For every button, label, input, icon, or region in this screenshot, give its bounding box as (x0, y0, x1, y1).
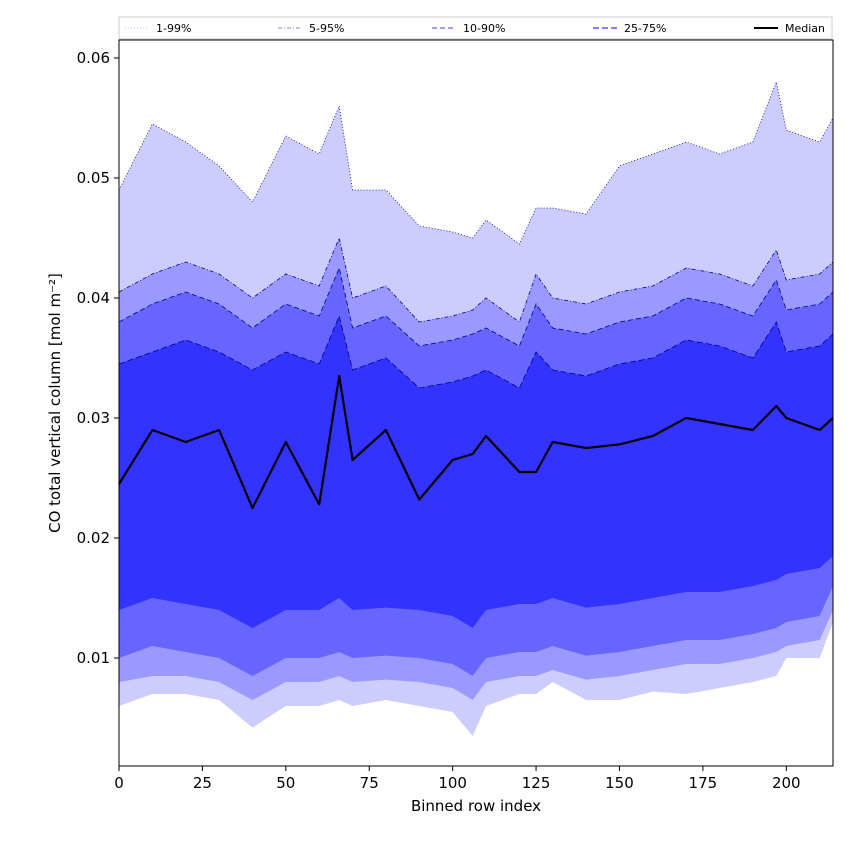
plot-frame (118, 39, 834, 767)
legend-label-25-75: 25-75% (624, 22, 666, 35)
bands-layer (119, 82, 833, 736)
legend-box (118, 16, 833, 40)
legend-label-Median: Median (785, 22, 825, 35)
x-tick-label: 0 (114, 774, 124, 792)
band-5-95-upper-line (118, 236, 834, 323)
y-axis-ticks: 0.01 0.02 0.03 0.04 0.05 0.06 (77, 49, 119, 667)
band-25-75-area (119, 316, 833, 628)
x-tick-label: 25 (193, 774, 212, 792)
x-tick-label: 175 (689, 774, 718, 792)
x-axis-ticks: 0 25 50 75 100 125 150 175 200 (114, 766, 801, 792)
y-tick-label: 0.01 (77, 649, 110, 667)
y-tick-label: 0.06 (77, 49, 110, 67)
band-25-75-upper-line (118, 314, 834, 389)
legend-label-10-90: 10-90% (463, 22, 505, 35)
legend-label-5-95: 5-95% (309, 22, 344, 35)
y-tick-label: 0.04 (77, 289, 110, 307)
legend: 1-99% 5-95% 10-90% 25-75% Median (118, 16, 833, 40)
band-lines-layer (118, 80, 834, 389)
x-tick-label: 100 (438, 774, 467, 792)
y-tick-label: 0.03 (77, 409, 110, 427)
x-tick-label: 75 (360, 774, 379, 792)
median-line (118, 374, 834, 510)
x-tick-label: 150 (605, 774, 634, 792)
band-10-90-upper-line (118, 266, 834, 347)
median-layer (118, 374, 834, 510)
legend-label-1-99: 1-99% (156, 22, 191, 35)
band-1-99-upper-line (118, 80, 834, 245)
y-axis-label: CO total vertical column [mol m⁻²] (46, 273, 64, 533)
x-tick-label: 200 (772, 774, 801, 792)
x-axis-label: Binned row index (411, 797, 541, 815)
x-tick-label: 50 (276, 774, 295, 792)
x-tick-label: 125 (522, 774, 551, 792)
y-tick-label: 0.02 (77, 529, 110, 547)
y-tick-label: 0.05 (77, 169, 110, 187)
